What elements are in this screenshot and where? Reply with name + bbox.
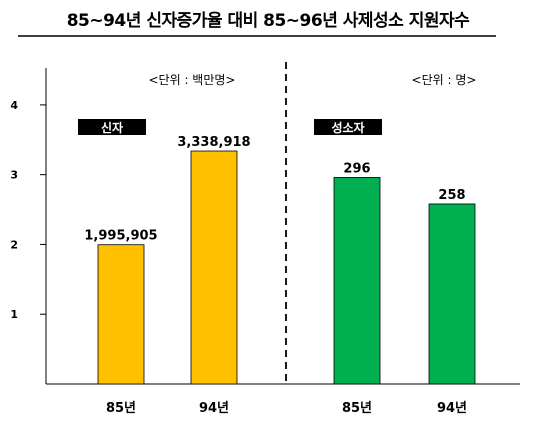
y-tick-label: 1: [10, 308, 18, 321]
unit-note: <단위 : 백만명>: [149, 73, 236, 87]
x-tick-label: 94년: [199, 401, 229, 416]
y-tick-label: 4: [10, 99, 18, 112]
unit-note: <단위 : 명>: [412, 73, 477, 87]
chart-title: 85~94년 신자증가율 대비 85~96년 사제성소 지원자수: [66, 11, 470, 31]
data-label: 258: [438, 188, 465, 203]
bar: [97, 244, 145, 385]
series-tag-box: [78, 119, 146, 135]
bar: [333, 177, 381, 385]
series-tag: 신자: [101, 120, 123, 135]
x-tick-label: 85년: [106, 401, 136, 416]
y-tick-label: 3: [10, 169, 18, 182]
data-label: 3,338,918: [177, 135, 250, 150]
x-tick-label: 85년: [342, 401, 372, 416]
bar: [190, 150, 238, 385]
data-label: 296: [343, 161, 370, 176]
y-tick-label: 2: [10, 238, 18, 251]
bar: [428, 203, 476, 385]
series-tag: 성소자: [331, 120, 364, 135]
data-label: 1,995,905: [84, 229, 157, 244]
x-tick-label: 94년: [437, 401, 467, 416]
series-tag-box: [314, 119, 382, 135]
